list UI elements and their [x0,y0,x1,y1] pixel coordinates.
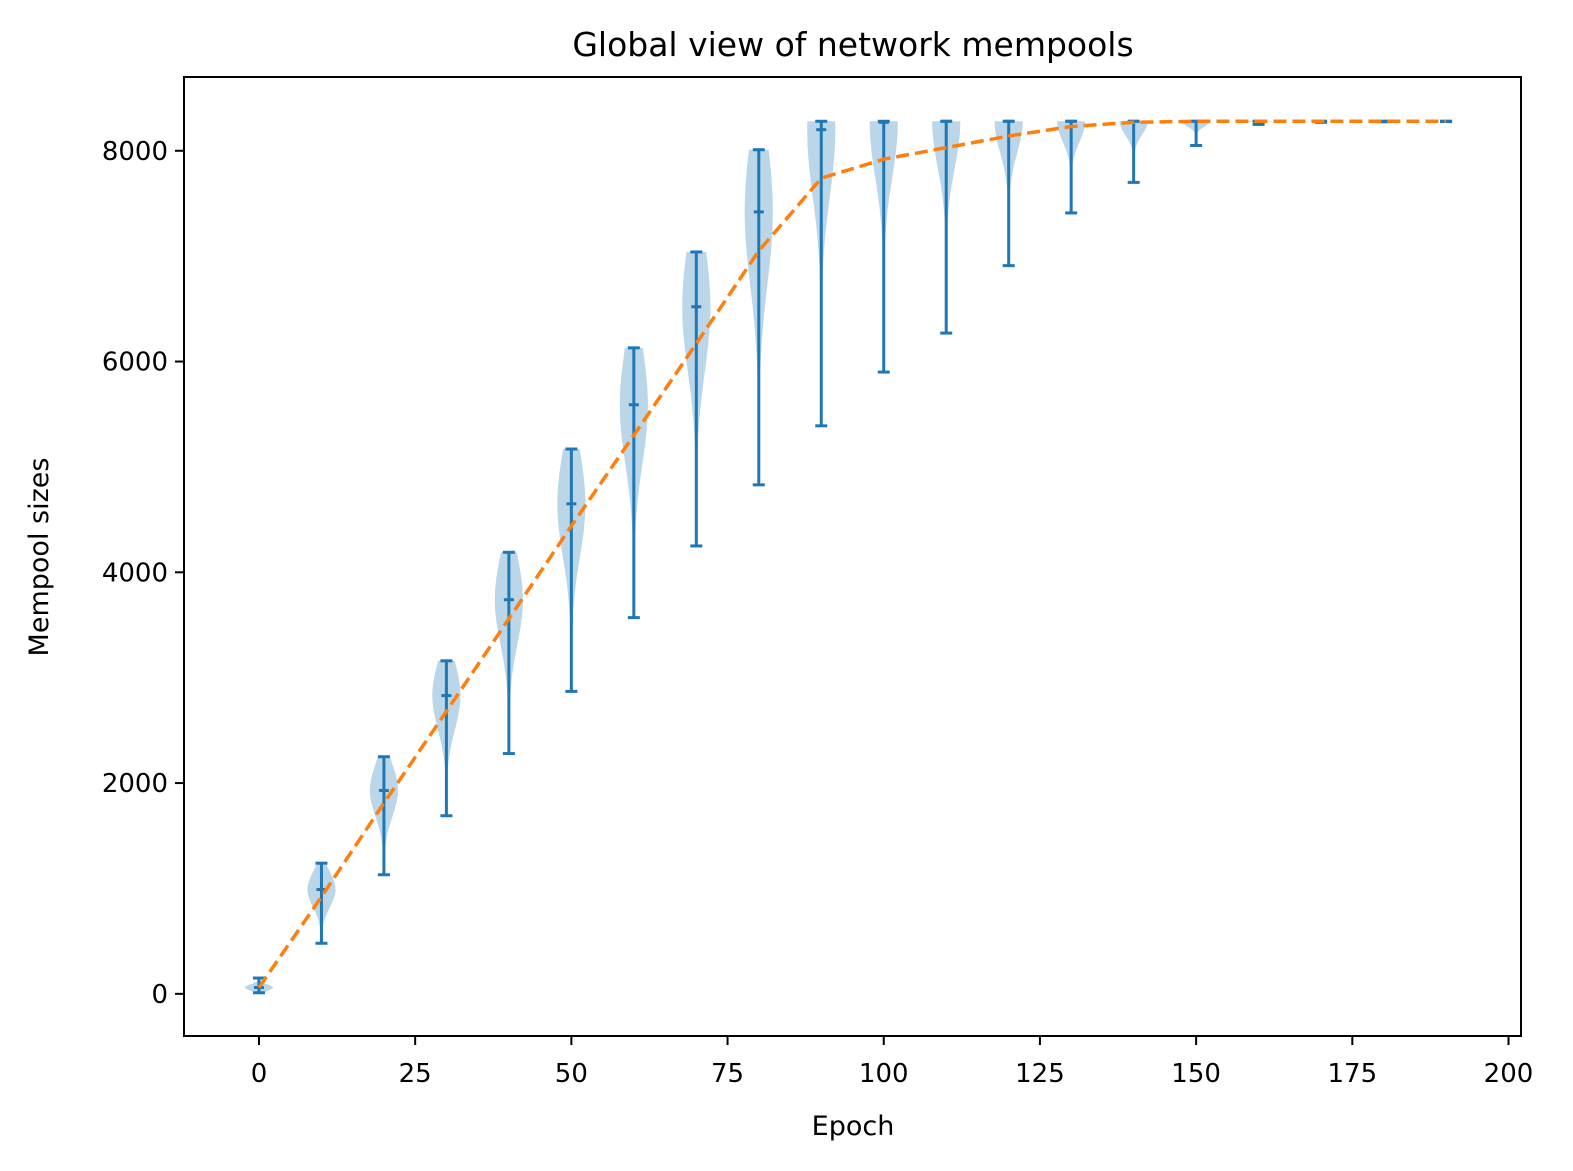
plot-frame [183,76,1522,1037]
x-tick-label: 25 [399,1059,432,1089]
y-axis-label: Mempool sizes [24,458,55,657]
x-tick-label: 150 [1171,1059,1221,1089]
y-tick-label: 2000 [102,769,168,799]
y-axis: 0 2000 4000 6000 8000 [102,137,184,1010]
mean-line [257,119,1446,989]
y-tick-label: 0 [151,980,168,1010]
chart-title: Global view of network mempools [572,25,1133,64]
x-tick-label: 75 [711,1059,744,1089]
mean-line-layer [257,119,1446,989]
violin-20 [369,755,398,877]
y-tick-label: 8000 [102,137,168,167]
x-tick-label: 50 [555,1059,588,1089]
violin-120 [994,119,1023,268]
violin-110 [932,119,961,335]
violin-100 [869,119,898,374]
violin-80 [744,148,773,487]
violin-90 [807,119,836,428]
x-axis: 0 25 50 75 100 125 150 175 200 [251,1036,1534,1089]
y-tick-label: 6000 [102,348,168,378]
x-tick-label: 100 [859,1059,909,1089]
x-tick-label: 125 [1015,1059,1065,1089]
violin-40 [494,550,523,756]
violin-70 [682,250,711,548]
violins-layer [244,119,1461,995]
x-axis-label: Epoch [812,1111,895,1142]
x-tick-label: 0 [251,1059,268,1089]
violin-50 [557,447,586,693]
violin-130 [1057,119,1086,215]
x-tick-label: 200 [1484,1059,1534,1089]
y-tick-label: 4000 [102,558,168,588]
violin-60 [619,346,648,620]
x-tick-label: 175 [1327,1059,1377,1089]
